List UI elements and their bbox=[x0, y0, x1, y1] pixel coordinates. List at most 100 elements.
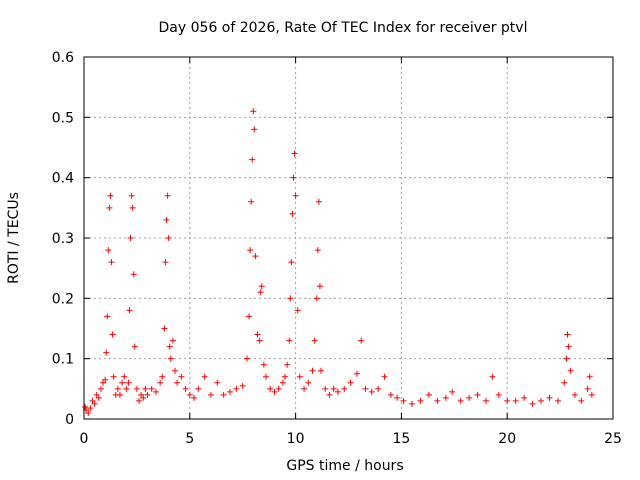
data-point bbox=[565, 343, 572, 350]
data-point bbox=[311, 337, 318, 344]
x-tick-label: 10 bbox=[287, 431, 305, 447]
y-tick-label: 0.6 bbox=[52, 50, 74, 66]
data-point bbox=[296, 373, 303, 380]
data-point bbox=[126, 307, 133, 314]
data-point bbox=[504, 397, 511, 404]
x-tick-label: 25 bbox=[604, 431, 622, 447]
data-point bbox=[287, 295, 294, 302]
data-point bbox=[82, 403, 89, 410]
data-point bbox=[125, 379, 132, 386]
data-point bbox=[375, 385, 382, 392]
data-point bbox=[207, 391, 214, 398]
data-point bbox=[201, 373, 208, 380]
data-point bbox=[381, 373, 388, 380]
data-point bbox=[136, 397, 143, 404]
data-point bbox=[128, 192, 135, 199]
data-point bbox=[103, 349, 110, 356]
data-point bbox=[294, 307, 301, 314]
data-point bbox=[186, 391, 193, 398]
data-point bbox=[171, 367, 178, 374]
y-tick-label: 0 bbox=[65, 412, 74, 428]
data-points bbox=[82, 108, 595, 416]
data-point bbox=[279, 379, 286, 386]
y-tick-label: 0.5 bbox=[52, 110, 74, 126]
data-point bbox=[315, 198, 322, 205]
data-point bbox=[144, 391, 151, 398]
data-point bbox=[127, 235, 134, 241]
data-point bbox=[466, 394, 473, 401]
data-point bbox=[251, 126, 258, 133]
x-tick-label: 5 bbox=[185, 431, 194, 447]
data-point bbox=[100, 379, 107, 386]
y-tick-label: 0.4 bbox=[52, 171, 74, 187]
data-point bbox=[400, 397, 407, 404]
data-point bbox=[434, 397, 441, 404]
data-point bbox=[362, 385, 369, 392]
data-point bbox=[249, 156, 256, 163]
data-point bbox=[105, 247, 112, 254]
data-point bbox=[161, 325, 168, 332]
data-point bbox=[106, 204, 113, 211]
data-point bbox=[309, 367, 316, 374]
data-point bbox=[316, 283, 323, 290]
data-point bbox=[130, 271, 137, 278]
data-point bbox=[163, 216, 170, 223]
data-point bbox=[142, 385, 149, 392]
data-point bbox=[108, 259, 115, 266]
data-point bbox=[368, 388, 375, 395]
data-point bbox=[267, 385, 274, 392]
data-point bbox=[449, 388, 456, 395]
data-point bbox=[164, 192, 171, 199]
data-point bbox=[564, 331, 571, 338]
data-point bbox=[588, 391, 595, 398]
data-point bbox=[586, 373, 593, 380]
data-point bbox=[262, 373, 269, 380]
data-point bbox=[341, 385, 348, 392]
data-point bbox=[140, 394, 147, 401]
data-point bbox=[109, 331, 116, 338]
data-point bbox=[260, 361, 267, 368]
data-point bbox=[571, 391, 578, 398]
data-point bbox=[442, 394, 449, 401]
data-point bbox=[195, 385, 202, 392]
data-point bbox=[284, 361, 291, 368]
data-point bbox=[152, 388, 159, 395]
data-point bbox=[322, 385, 329, 392]
data-point bbox=[129, 204, 136, 211]
data-point bbox=[317, 367, 324, 374]
data-point bbox=[282, 373, 289, 380]
data-point bbox=[247, 247, 254, 254]
data-point bbox=[290, 174, 297, 181]
data-point bbox=[114, 385, 121, 392]
data-point bbox=[258, 283, 265, 290]
x-tick-label: 15 bbox=[392, 431, 410, 447]
x-tick-label: 0 bbox=[80, 431, 89, 447]
data-point bbox=[529, 400, 536, 407]
data-point bbox=[87, 405, 94, 412]
axis-ticks: 0 5 10 15 20 25 0 0.1 0.2 0.3 0.4 0.5 0.6 bbox=[52, 50, 622, 447]
data-point bbox=[495, 391, 502, 398]
data-point bbox=[254, 331, 261, 338]
y-tick-label: 0.2 bbox=[52, 291, 74, 307]
data-point bbox=[289, 210, 296, 217]
data-point bbox=[584, 385, 591, 392]
plot-frame bbox=[83, 56, 614, 420]
data-point bbox=[85, 409, 92, 416]
data-point bbox=[546, 394, 553, 401]
data-point bbox=[489, 373, 496, 380]
data-point bbox=[301, 385, 308, 392]
data-point bbox=[148, 385, 155, 392]
data-point bbox=[474, 391, 481, 398]
data-point bbox=[353, 370, 360, 377]
data-point bbox=[104, 313, 111, 320]
x-tick-label: 20 bbox=[498, 431, 516, 447]
data-point bbox=[425, 391, 432, 398]
data-point bbox=[93, 391, 100, 398]
data-point bbox=[567, 367, 574, 374]
data-point bbox=[166, 343, 173, 350]
data-point bbox=[220, 391, 227, 398]
data-point bbox=[174, 379, 181, 386]
chart-title: Day 056 of 2026, Rate Of TEC Index for r… bbox=[159, 20, 528, 36]
data-point bbox=[165, 235, 172, 241]
